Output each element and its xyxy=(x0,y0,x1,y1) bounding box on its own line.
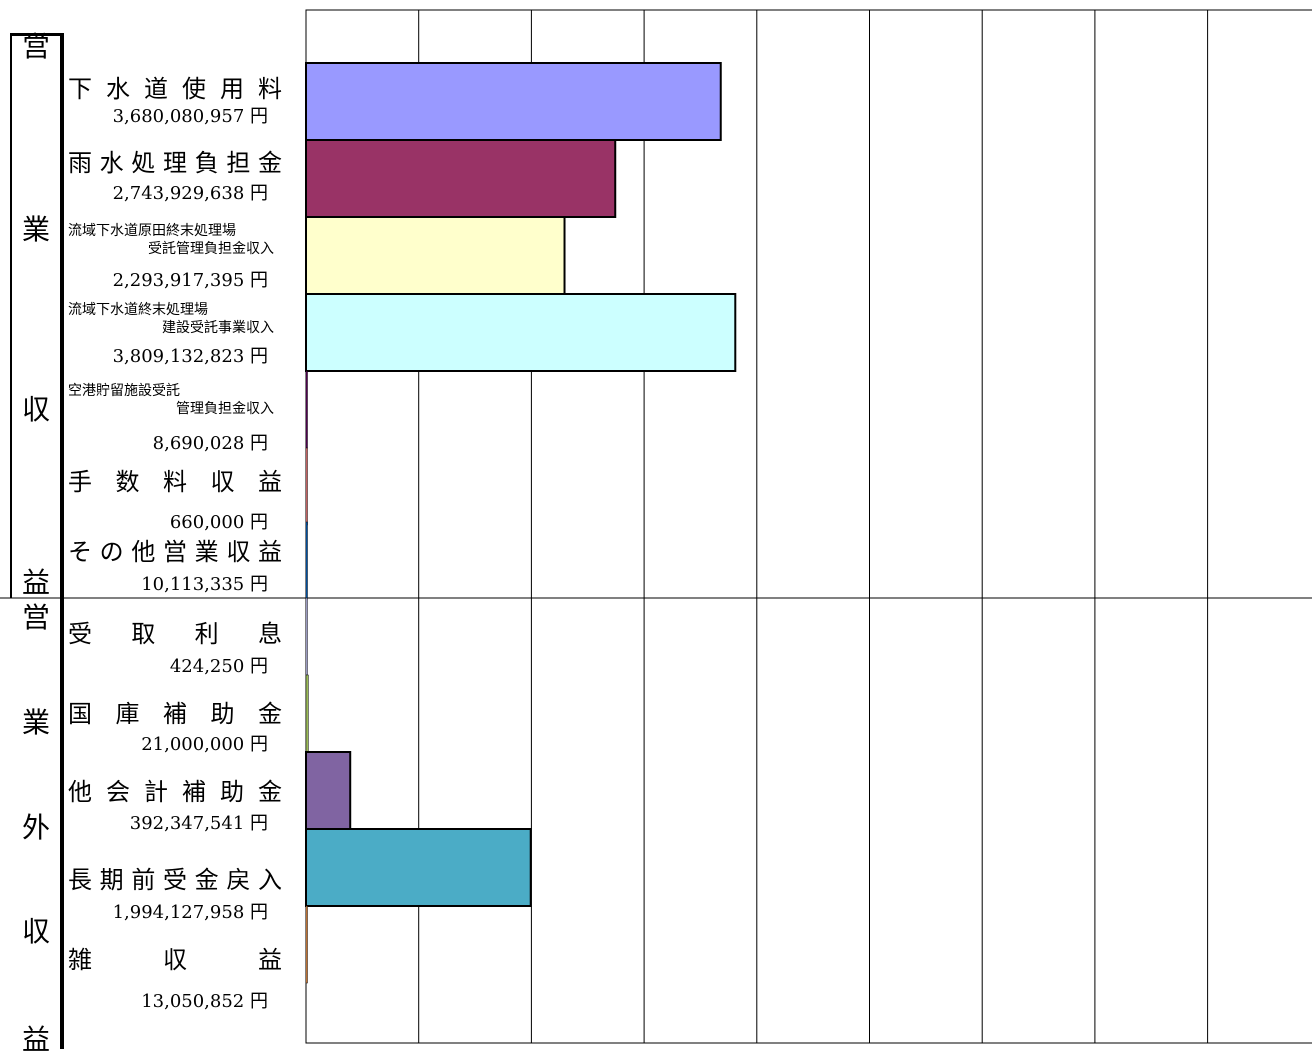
category-value-label: 13,050,852 円 xyxy=(141,991,268,1012)
bar-6 xyxy=(305,447,308,526)
group-label-char: 業 xyxy=(21,213,50,246)
bar-5 xyxy=(305,370,308,449)
group-label-char: 益 xyxy=(21,1023,50,1056)
bracket-top xyxy=(10,33,62,36)
bar-4 xyxy=(305,293,737,372)
category-name: 他会計補助金 xyxy=(68,778,282,806)
category-name: 手数料収益 xyxy=(68,468,282,496)
category-value-label: 10,113,335 円 xyxy=(141,574,268,595)
bar-9 xyxy=(305,674,309,753)
bar-12 xyxy=(305,905,308,984)
category-name: 長期前受金戻入 xyxy=(68,866,282,894)
category-name: 雨水処理負担金 xyxy=(68,149,282,177)
category-value-label: 2,743,929,638 円 xyxy=(112,183,268,204)
category-name: その他営業収益 xyxy=(68,538,282,566)
category-name: 空港貯留施設受託 管理負担金収入 xyxy=(68,383,274,417)
category-name: 受取利息 xyxy=(68,620,282,648)
group-label-char: 業 xyxy=(21,706,50,739)
category-name: 国庫補助金 xyxy=(68,700,282,728)
bar-8 xyxy=(305,597,308,676)
category-value-label: 3,809,132,823 円 xyxy=(112,346,268,367)
bar-2 xyxy=(305,139,617,218)
bracket-left xyxy=(10,33,12,598)
group-label-char: 営 xyxy=(21,601,50,634)
group-label-char: 収 xyxy=(21,915,50,948)
bar-10 xyxy=(305,751,352,830)
group-label-char: 益 xyxy=(21,566,50,599)
category-value-label: 424,250 円 xyxy=(169,656,268,677)
bracket-right xyxy=(60,33,64,1049)
category-name: 下水道使用料 xyxy=(68,75,282,103)
bar-3 xyxy=(305,216,566,295)
category-value-label: 2,293,917,395 円 xyxy=(112,270,268,291)
bar-11 xyxy=(305,828,532,907)
category-value-label: 392,347,541 円 xyxy=(129,813,268,834)
category-value-label: 21,000,000 円 xyxy=(141,734,268,755)
category-value-label: 1,994,127,958 円 xyxy=(112,902,268,923)
group-label-char: 外 xyxy=(21,811,50,844)
bar-1 xyxy=(305,62,722,141)
category-value-label: 660,000 円 xyxy=(169,512,268,533)
category-name: 雑収益 xyxy=(68,946,282,974)
category-value-label: 8,690,028 円 xyxy=(152,433,268,454)
group-label-char: 収 xyxy=(21,393,50,426)
category-name: 流域下水道原田終末処理場 受託管理負担金収入 xyxy=(68,223,274,257)
category-value-label: 3,680,080,957 円 xyxy=(112,106,268,127)
category-name: 流域下水道終末処理場 建設受託事業収入 xyxy=(68,302,274,336)
group-label-char: 営 xyxy=(21,30,50,63)
bar-7 xyxy=(305,521,308,600)
